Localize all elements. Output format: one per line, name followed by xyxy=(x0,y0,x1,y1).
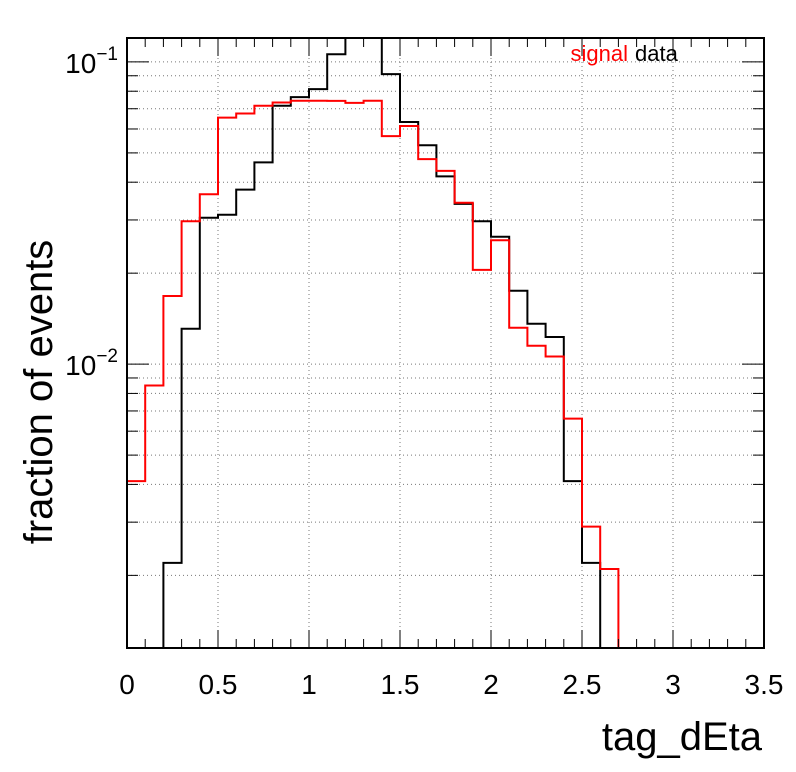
plot-area xyxy=(127,38,764,648)
x-tick-label: 3.5 xyxy=(745,669,784,700)
y-tick-label: 10−1 xyxy=(65,44,118,79)
legend-data: data xyxy=(635,41,679,66)
series-layer xyxy=(126,37,764,649)
x-tick-label: 0.5 xyxy=(199,669,238,700)
x-tick-labels: 0 0.5 1 1.5 2 2.5 3 3.5 xyxy=(119,669,783,700)
legend-signal: signal xyxy=(571,41,628,66)
x-tick-label: 2 xyxy=(483,669,499,700)
y-tick-labels: 10−2 10−1 xyxy=(65,44,118,381)
y-axis-title: fraction of events xyxy=(17,240,61,545)
x-tick-label: 1.5 xyxy=(381,669,420,700)
x-tick-label: 0 xyxy=(119,669,135,700)
legend: signal data xyxy=(571,41,679,66)
x-tick-label: 2.5 xyxy=(563,669,602,700)
x-axis-title: tag_dEta xyxy=(602,715,763,759)
x-tick-label: 3 xyxy=(665,669,681,700)
ticks xyxy=(126,38,765,648)
x-tick-label: 1 xyxy=(301,669,317,700)
plot-frame xyxy=(126,37,765,649)
y-tick-label: 10−2 xyxy=(65,346,118,381)
series-signal-line xyxy=(126,99,764,649)
